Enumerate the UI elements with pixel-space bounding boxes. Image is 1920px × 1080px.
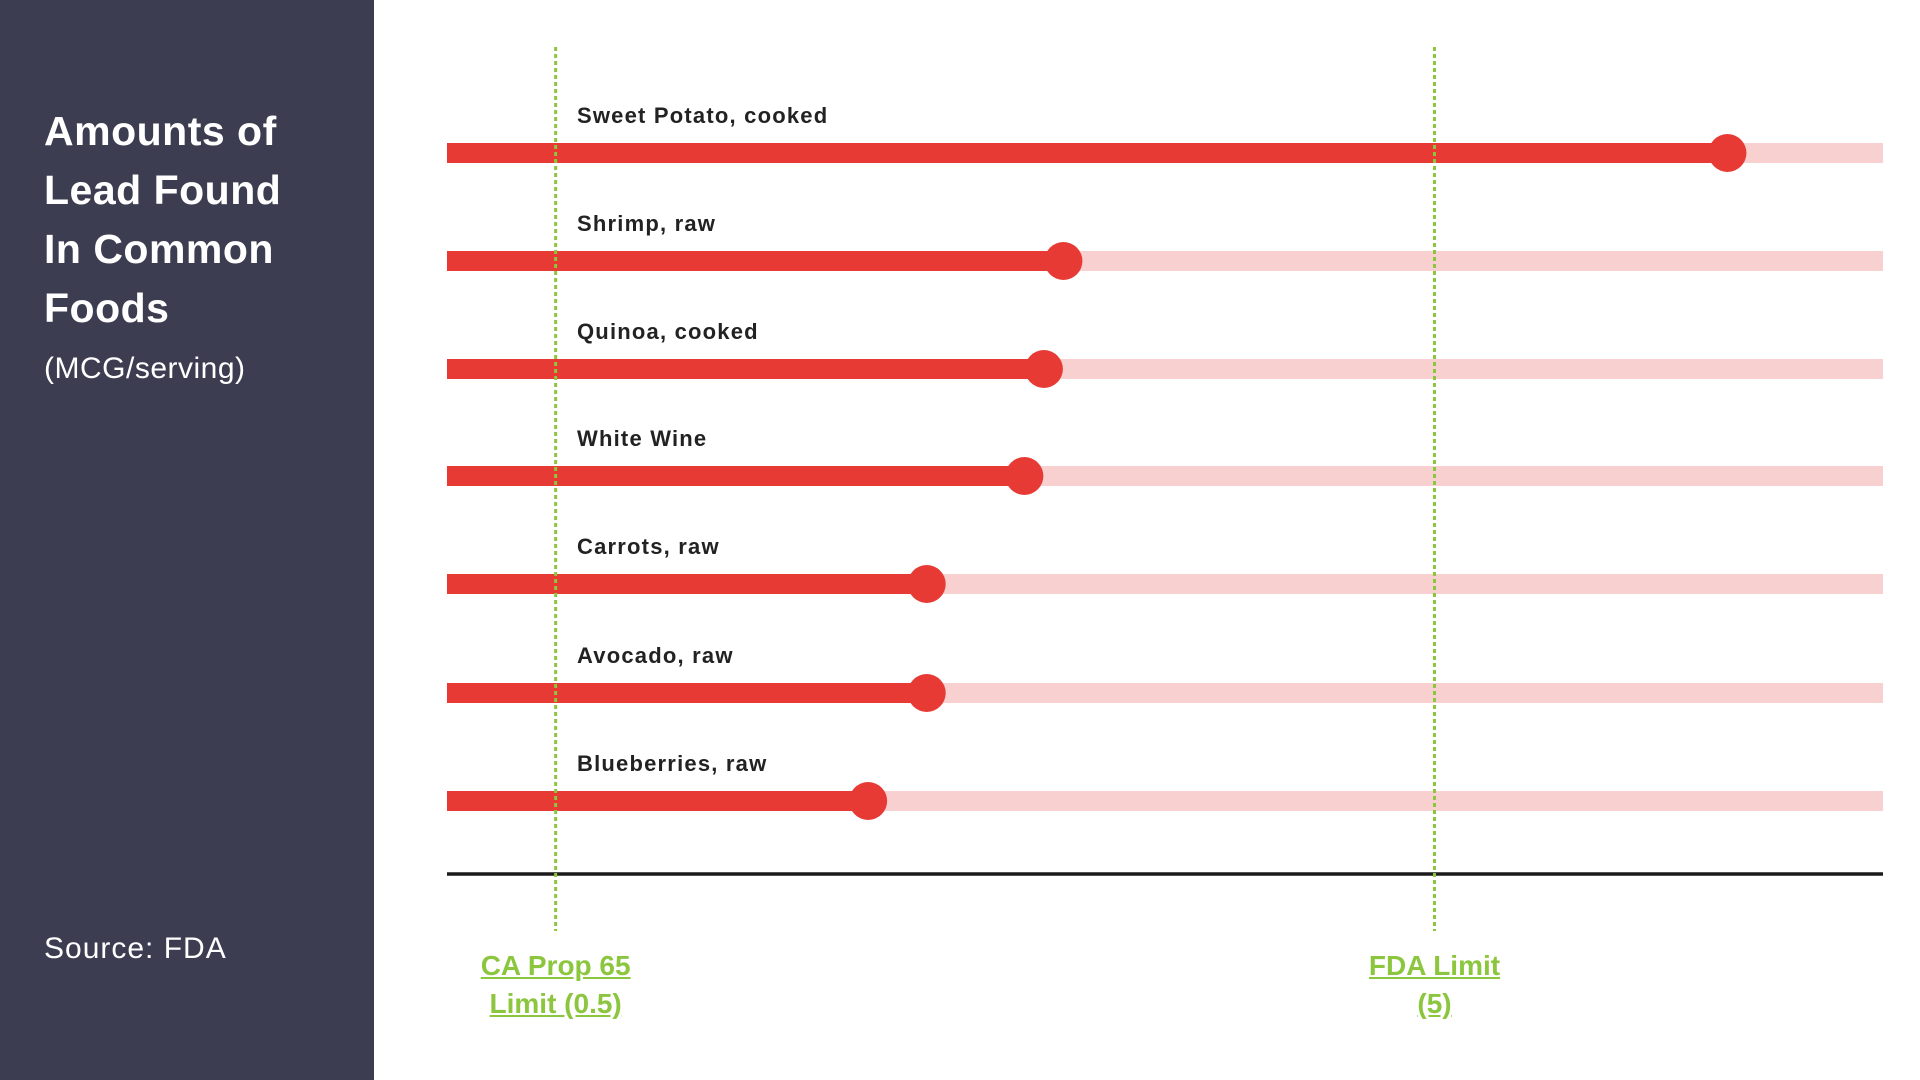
chart-subtitle: (MCG/serving) <box>44 352 246 385</box>
reference-label-line: (5) <box>1417 988 1452 1019</box>
chart-title-line-2: Lead Found <box>44 167 282 213</box>
chart-title-line-3: In Common <box>44 226 274 272</box>
value-dot <box>1708 134 1747 172</box>
value-bar <box>447 251 1064 271</box>
value-dot <box>907 674 946 712</box>
reference-label-line: FDA Limit <box>1368 950 1501 981</box>
reference-line-label: FDA Limit (5) <box>1369 947 1500 1023</box>
category-label: Sweet Potato, cooked <box>577 103 828 128</box>
value-bar <box>447 143 1728 163</box>
value-dot <box>849 782 888 820</box>
value-dot <box>1024 350 1063 388</box>
category-label: Shrimp, raw <box>577 211 716 236</box>
value-bar <box>447 359 1044 379</box>
value-dot <box>1005 457 1044 495</box>
value-bar <box>447 466 1025 486</box>
reference-label-line: CA Prop 65 <box>480 950 631 981</box>
value-dot <box>1044 242 1083 280</box>
chart-title-line-1: Amounts of <box>44 108 277 154</box>
category-label: Carrots, raw <box>577 534 720 559</box>
category-label: White Wine <box>577 426 707 451</box>
chart-title-line-4: Foods <box>44 285 170 331</box>
value-bar <box>447 791 869 811</box>
reference-label-line: Limit (0.5) <box>489 988 622 1019</box>
value-bar <box>447 683 927 703</box>
value-dot <box>907 565 946 603</box>
category-label: Quinoa, cooked <box>577 319 759 344</box>
source-note: Source: FDA <box>44 932 227 965</box>
value-bar <box>447 574 927 594</box>
category-label: Blueberries, raw <box>577 751 767 776</box>
reference-line-label: CA Prop 65 Limit (0.5) <box>481 947 631 1023</box>
category-label: Avocado, raw <box>577 643 734 668</box>
sidebar: Amounts of Lead Found In Common Foods (M… <box>0 0 374 1080</box>
